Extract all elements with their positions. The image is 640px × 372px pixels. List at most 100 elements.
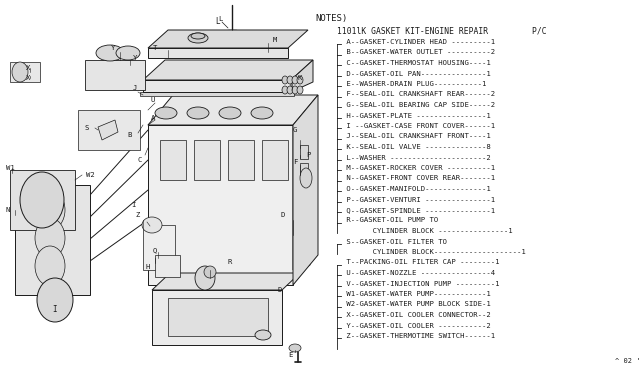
Text: H: H bbox=[146, 264, 150, 270]
Text: V--GASKET-INJECTION PUMP ---------1: V--GASKET-INJECTION PUMP ---------1 bbox=[342, 280, 499, 286]
Text: Z: Z bbox=[136, 212, 140, 218]
Ellipse shape bbox=[255, 330, 271, 340]
Text: Y: Y bbox=[133, 55, 137, 61]
Polygon shape bbox=[15, 185, 90, 295]
Text: E--WASHER-DRAIN PLUG-----------1: E--WASHER-DRAIN PLUG-----------1 bbox=[342, 81, 486, 87]
Text: M: M bbox=[273, 37, 277, 43]
Polygon shape bbox=[152, 273, 300, 290]
Ellipse shape bbox=[297, 86, 303, 94]
Text: Y: Y bbox=[111, 45, 115, 51]
Text: P: P bbox=[306, 152, 310, 158]
Text: I: I bbox=[131, 202, 135, 208]
Ellipse shape bbox=[187, 107, 209, 119]
Ellipse shape bbox=[155, 107, 177, 119]
Polygon shape bbox=[140, 92, 294, 96]
Text: T--PACKING-OIL FILTER CAP --------1: T--PACKING-OIL FILTER CAP --------1 bbox=[342, 260, 499, 266]
Text: ^ 02 '0009: ^ 02 '0009 bbox=[615, 358, 640, 364]
Ellipse shape bbox=[188, 33, 208, 43]
Text: Y--GASKET-OIL COOLER -----------2: Y--GASKET-OIL COOLER -----------2 bbox=[342, 323, 491, 328]
Text: F--SEAL-OIL CRANKSHAFT REAR------2: F--SEAL-OIL CRANKSHAFT REAR------2 bbox=[342, 92, 495, 97]
Polygon shape bbox=[148, 95, 318, 125]
Bar bbox=[10, 62, 40, 82]
Text: E: E bbox=[288, 352, 292, 358]
Text: L--WASHER ----------------------2: L--WASHER ----------------------2 bbox=[342, 154, 491, 160]
Polygon shape bbox=[143, 225, 175, 270]
Text: I --GASKET-CASE FRONT COVER------1: I --GASKET-CASE FRONT COVER------1 bbox=[342, 123, 495, 129]
Ellipse shape bbox=[219, 107, 241, 119]
Text: Q: Q bbox=[153, 247, 157, 253]
Text: K: K bbox=[298, 75, 302, 81]
Ellipse shape bbox=[282, 76, 288, 84]
Ellipse shape bbox=[12, 62, 28, 82]
Ellipse shape bbox=[289, 344, 301, 352]
Ellipse shape bbox=[204, 266, 216, 278]
Polygon shape bbox=[148, 125, 293, 285]
Text: 1101lK GASKET KIT-ENGINE REPAIR         P/C: 1101lK GASKET KIT-ENGINE REPAIR P/C bbox=[337, 27, 547, 36]
Text: I: I bbox=[52, 305, 58, 314]
Polygon shape bbox=[78, 110, 140, 150]
Ellipse shape bbox=[300, 168, 312, 188]
Text: Q--GASKET-SPINDLE ---------------1: Q--GASKET-SPINDLE ---------------1 bbox=[342, 207, 495, 213]
Text: J--SEAL-OIL CRANKSHAFT FRONT----1: J--SEAL-OIL CRANKSHAFT FRONT----1 bbox=[342, 134, 491, 140]
Text: CYLINDER BLOCK--------------------1: CYLINDER BLOCK--------------------1 bbox=[342, 249, 525, 255]
Ellipse shape bbox=[282, 86, 288, 94]
Ellipse shape bbox=[251, 107, 273, 119]
Polygon shape bbox=[85, 60, 145, 90]
Polygon shape bbox=[291, 60, 313, 92]
Polygon shape bbox=[293, 95, 318, 285]
Text: H--GASKET-PLATE ----------------1: H--GASKET-PLATE ----------------1 bbox=[342, 112, 491, 119]
Ellipse shape bbox=[287, 76, 293, 84]
Text: S: S bbox=[85, 125, 89, 131]
Text: M--GASKET-ROCKER COVER ----------1: M--GASKET-ROCKER COVER ----------1 bbox=[342, 165, 495, 171]
Text: A--GASKET-CYLINDER HEAD ---------1: A--GASKET-CYLINDER HEAD ---------1 bbox=[342, 39, 495, 45]
Text: L: L bbox=[216, 17, 220, 26]
Ellipse shape bbox=[35, 246, 65, 286]
Text: W1: W1 bbox=[6, 165, 14, 171]
Text: NOTES): NOTES) bbox=[315, 14, 348, 23]
Ellipse shape bbox=[35, 218, 65, 258]
Bar bbox=[228, 140, 254, 180]
Text: C--GASKET-THERMOSTAT HOUSING----1: C--GASKET-THERMOSTAT HOUSING----1 bbox=[342, 60, 491, 66]
Polygon shape bbox=[293, 100, 305, 270]
Text: CYLINDER BLOCK ----------------1: CYLINDER BLOCK ----------------1 bbox=[342, 228, 513, 234]
Text: D: D bbox=[278, 287, 282, 293]
Text: J: J bbox=[133, 85, 137, 91]
Polygon shape bbox=[148, 48, 288, 58]
Text: Z--GASKET-THERMOTIME SWITCH------1: Z--GASKET-THERMOTIME SWITCH------1 bbox=[342, 333, 495, 339]
Text: W1-GASKET-WATER PUMP------------1: W1-GASKET-WATER PUMP------------1 bbox=[342, 291, 491, 297]
Text: P--GASKET-VENTURI ---------------1: P--GASKET-VENTURI ---------------1 bbox=[342, 196, 495, 202]
Text: N--GASKET-FRONT COVER REAR-------1: N--GASKET-FRONT COVER REAR-------1 bbox=[342, 176, 495, 182]
Text: X: X bbox=[26, 65, 30, 71]
Polygon shape bbox=[10, 170, 75, 230]
Text: R: R bbox=[228, 259, 232, 265]
Text: U--GASKET-NOZZLE ----------------4: U--GASKET-NOZZLE ----------------4 bbox=[342, 270, 495, 276]
Text: N: N bbox=[6, 207, 10, 213]
Ellipse shape bbox=[195, 266, 215, 290]
Text: B: B bbox=[128, 132, 132, 138]
Ellipse shape bbox=[297, 76, 303, 84]
Polygon shape bbox=[143, 60, 313, 80]
Bar bbox=[160, 140, 186, 180]
Polygon shape bbox=[152, 290, 282, 345]
Bar bbox=[194, 140, 220, 180]
Text: B--GASKET-WATER OUTLET ----------2: B--GASKET-WATER OUTLET ----------2 bbox=[342, 49, 495, 55]
Polygon shape bbox=[98, 120, 118, 140]
Ellipse shape bbox=[292, 86, 298, 94]
Text: G--SEAL-OIL BEARING CAP SIDE-----2: G--SEAL-OIL BEARING CAP SIDE-----2 bbox=[342, 102, 495, 108]
Bar bbox=[300, 145, 308, 159]
Polygon shape bbox=[148, 30, 308, 48]
Bar bbox=[300, 163, 308, 177]
Text: X--GASKET-OIL COOLER CONNECTOR--2: X--GASKET-OIL COOLER CONNECTOR--2 bbox=[342, 312, 491, 318]
Text: D: D bbox=[281, 212, 285, 218]
Bar bbox=[155, 255, 180, 277]
Text: C: C bbox=[138, 157, 142, 163]
Polygon shape bbox=[143, 80, 291, 92]
Text: T: T bbox=[153, 45, 157, 51]
Text: L: L bbox=[218, 16, 222, 22]
Ellipse shape bbox=[116, 46, 140, 60]
Ellipse shape bbox=[287, 86, 293, 94]
Ellipse shape bbox=[142, 217, 162, 233]
Text: W2: W2 bbox=[86, 172, 94, 178]
Ellipse shape bbox=[37, 278, 73, 322]
Bar bbox=[262, 140, 288, 180]
